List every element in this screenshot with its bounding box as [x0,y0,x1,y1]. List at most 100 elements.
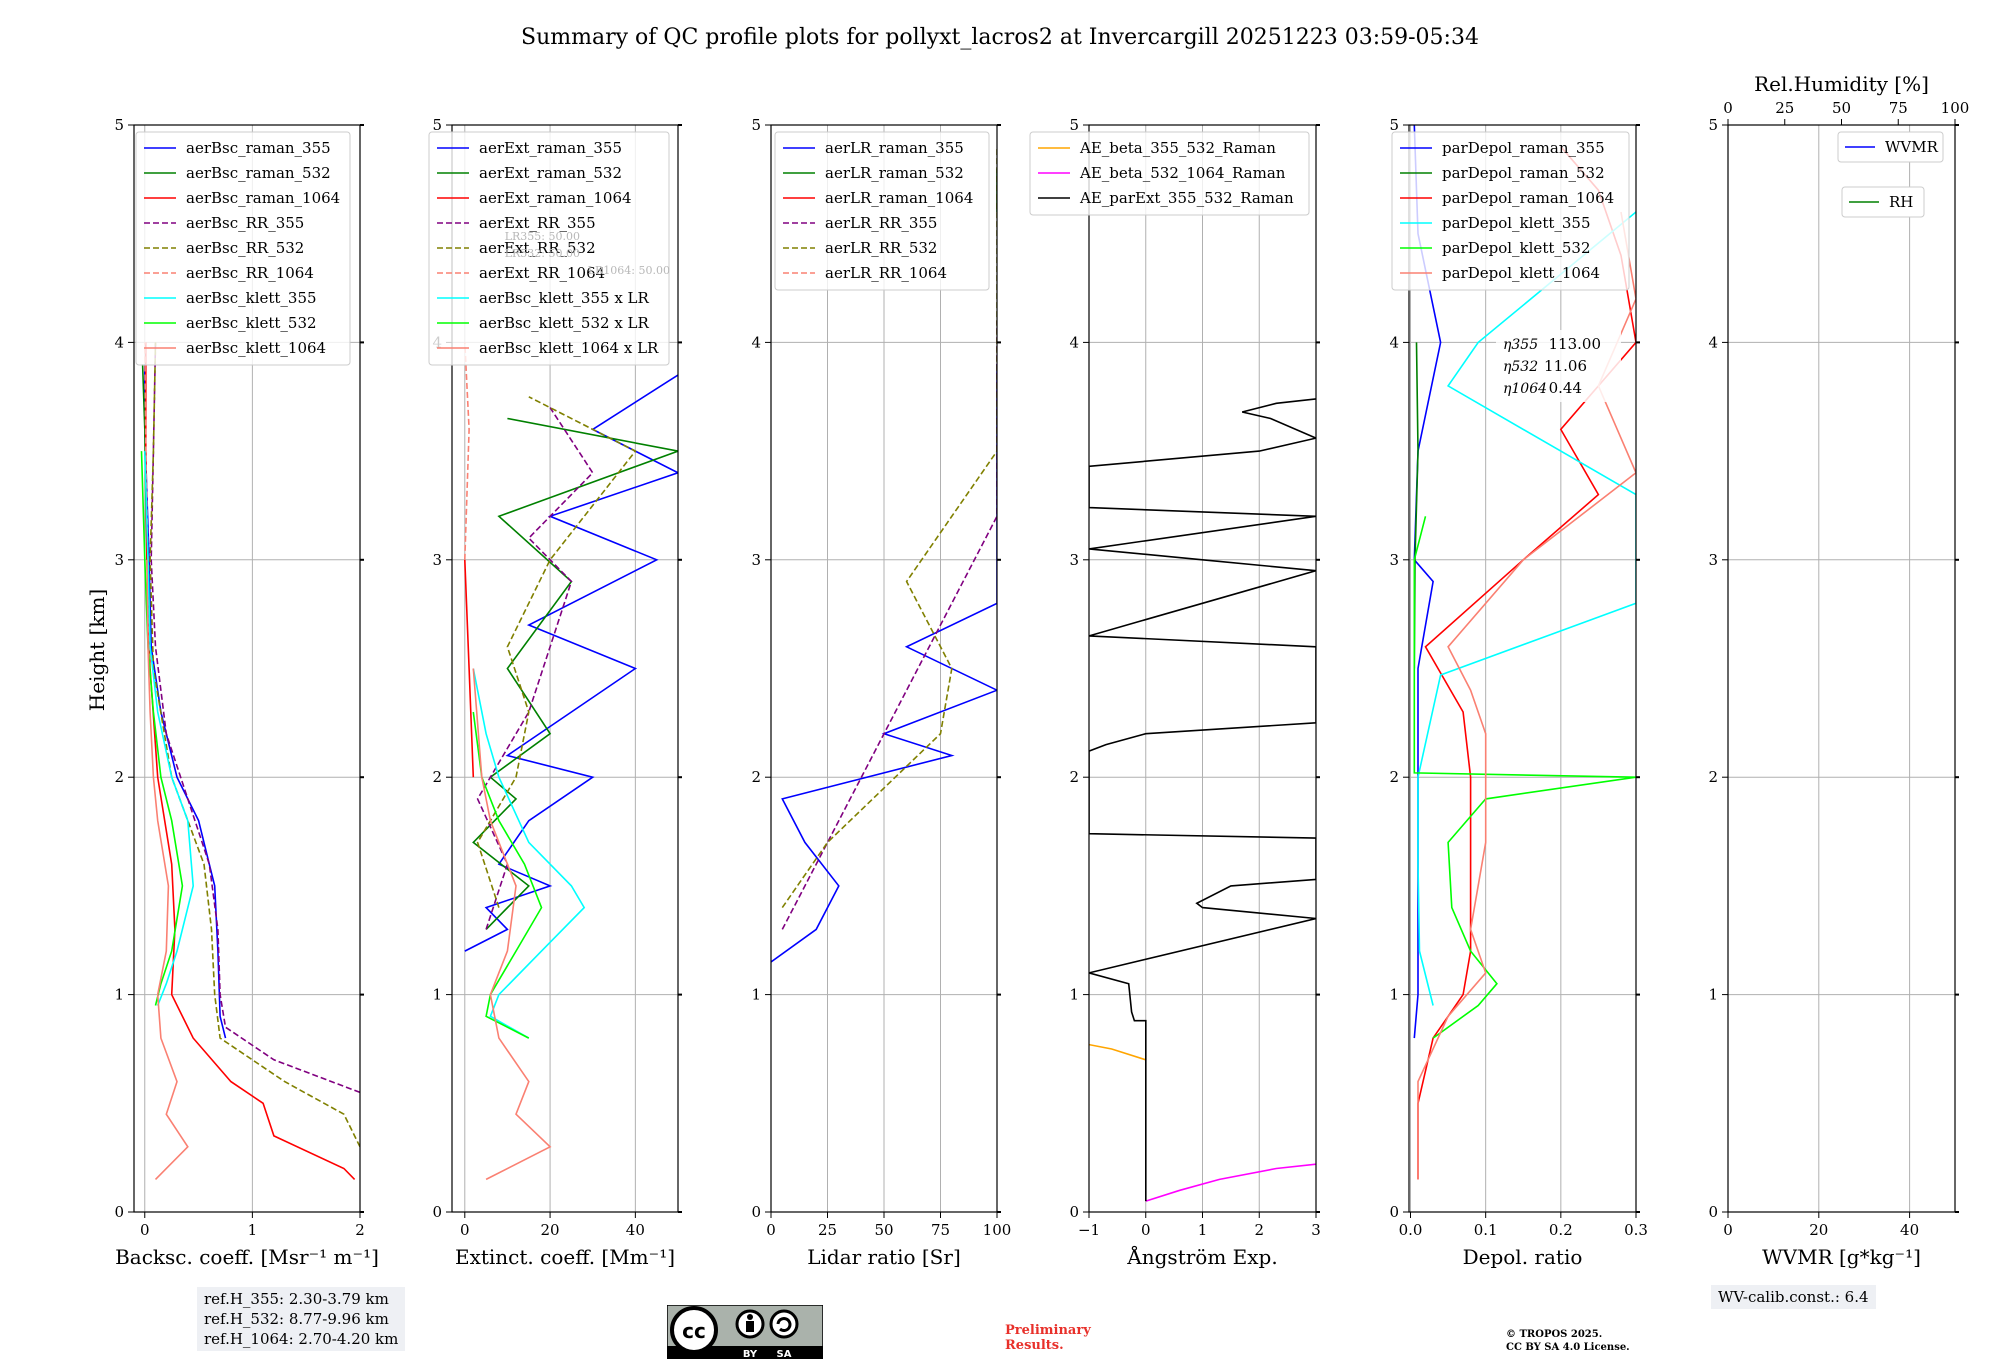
y-tick-label: 4 [1389,333,1399,351]
y-tick-label: 0 [751,1203,761,1221]
series-line-aerlr-rr-355 [781,320,997,930]
x-tick-label: 75 [931,1221,950,1239]
top-tick-label: 75 [1889,99,1908,117]
legend-label: AE_beta_532_1064_Raman [1079,164,1286,182]
legend-box [1837,131,1944,163]
eta-box [1496,330,1621,402]
y-tick-label: 3 [114,551,124,569]
x-tick-label: 40 [626,1221,645,1239]
y-tick-label: 4 [1069,333,1079,351]
eta-355-value: 113.00 [1549,335,1602,353]
y-tick-label: 4 [1708,333,1718,351]
x-tick-label: 0 [460,1221,470,1239]
series-line-aerbsc-rr-532 [149,342,360,1148]
faint-lr-532: LR532: 50.00 [505,247,580,260]
y-axis-label: Height [km] [85,589,109,711]
x-tick-label: 50 [874,1221,893,1239]
ref-height-532: ref.H_532: 8.77-9.96 km [204,1310,389,1328]
x-axis-label: Backsc. coeff. [Msr⁻¹ m⁻¹] [115,1245,379,1269]
reference-height-box: ref.H_355: 2.30-3.79 km ref.H_532: 8.77-… [197,1287,406,1351]
x-axis-label: WVMR [g*kg⁻¹] [1762,1245,1921,1269]
copyright-line-1: © TROPOS 2025. [1506,1329,1603,1340]
legend-label: AE_beta_355_532_Raman [1079,139,1276,157]
y-tick-label: 5 [1069,116,1079,134]
axes-frame [451,124,679,1213]
series-line-ae-beta-532-1064-raman [1145,1163,1316,1202]
y-tick-label: 2 [1389,768,1399,786]
wv-calibration-box: WV-calib.const.: 6.4 [1711,1285,1876,1309]
legend-label: aerBsc_raman_355 [186,139,331,157]
y-tick-label: 5 [1708,116,1718,134]
legend-label: aerBsc_klett_532 x LR [479,314,650,332]
x-tick-label: 0 [1141,1221,1151,1239]
legend-label: aerBsc_RR_355 [186,214,304,232]
legend-label: aerLR_raman_532 [825,164,964,182]
legend-label: parDepol_raman_355 [1442,139,1605,157]
series-line-aerbsc-raman-1064 [145,342,356,1180]
x-tick-label: 1 [1198,1221,1208,1239]
preliminary-line-2: Results. [1005,1338,1064,1353]
y-tick-label: 1 [751,986,761,1004]
eta-532-value: 11.06 [1544,357,1587,375]
series-line-aerext-raman-1064 [464,559,475,778]
depol-panel: 0.0 0.1 0.2 0.3 0 1 2 3 4 5 Depol. ratio parDepol_r… [1389,116,1647,1269]
legend-label: parDepol_klett_355 [1442,214,1591,232]
sa-share-icon [769,1309,799,1339]
x-tick-label: 1 [248,1221,258,1239]
x-tick-label: 0.3 [1624,1221,1648,1239]
series-line-aerlr-raman-355 [771,364,997,963]
legend-label: aerLR_RR_355 [825,214,937,232]
legend-box [428,131,670,366]
series-line-aerext-rr-355 [476,407,594,930]
series-line-aerbsc-klett-532 [140,451,184,1006]
y-tick-label: 5 [432,116,442,134]
x-tick-label: 2 [1254,1221,1264,1239]
x-tick-label: 3 [1311,1221,1321,1239]
x-axis-label: Ångström Exp. [1126,1244,1277,1269]
legend-label: aerBsc_klett_1064 [186,339,326,357]
legend-label: aerBsc_klett_1064 x LR [479,339,659,357]
axes-frame [133,124,361,1213]
top-tick-label: 100 [1941,99,1970,117]
wv-calibration-text: WV-calib.const.: 6.4 [1718,1288,1869,1306]
legend-label: aerLR_RR_532 [825,239,937,257]
y-tick-label: 0 [1389,1203,1399,1221]
legend-label: aerLR_raman_1064 [825,189,973,207]
faint-lr-355: LR355: 50.00 [505,230,580,243]
svg-text:cc: cc [682,1319,706,1343]
copyright-line-2: CC BY SA 4.0 License. [1506,1342,1630,1353]
legend-label: aerBsc_RR_1064 [186,264,314,282]
ref-height-355: ref.H_355: 2.30-3.79 km [204,1290,389,1308]
cc-icon [670,1306,718,1354]
legend-label: aerBsc_klett_355 [186,289,317,307]
legend-label: RH [1889,193,1913,211]
x-tick-label: 0 [140,1221,150,1239]
preliminary-results-note: Preliminary Results. [1005,1323,1091,1353]
series-line-aerbsc-klett-355-x-lr [472,668,586,1039]
legend-label: aerExt_RR_1064 [479,264,605,282]
series-line-pardepol-raman-355 [1413,125,1442,1039]
x-axis-label: Lidar ratio [Sr] [807,1245,961,1269]
legend-label: AE_parExt_355_532_Raman [1079,189,1294,207]
x-tick-label: 0 [1723,1221,1733,1239]
top-tick-label: 0 [1723,99,1733,117]
series-line-pardepol-klett-355 [1417,211,1636,1006]
top-axis-label: Rel.Humidity [%] [1754,72,1929,96]
series-line-aerbsc-klett-1064-x-lr [472,668,552,1181]
y-tick-label: 2 [432,768,442,786]
faint-lr-1064: LR1064: 50.00 [588,264,670,277]
x-tick-label: 0.0 [1399,1221,1423,1239]
legend-box [1029,131,1310,216]
y-tick-label: 2 [1708,768,1718,786]
legend-label: aerExt_raman_355 [479,139,622,157]
legend-label: aerExt_raman_532 [479,164,622,182]
legend-label: parDepol_klett_1064 [1442,264,1600,282]
series-line-aerext-rr-532 [476,396,637,908]
cc-sa-label: SA [777,1349,792,1359]
y-tick-label: 2 [751,768,761,786]
eta-annotation: η355 113.00 η532 11.06 η1064 0.44 [1496,330,1621,402]
axes-frame [1408,124,1637,1213]
water-vapor-panel: 0 20 40 0 1 2 3 4 5 WVMR [g*kg⁻¹] 0 25 50 75 100 Rel.Hu… [1708,72,1969,1269]
cc-by-label: BY [743,1349,758,1359]
x-tick-label: 40 [1900,1221,1919,1239]
